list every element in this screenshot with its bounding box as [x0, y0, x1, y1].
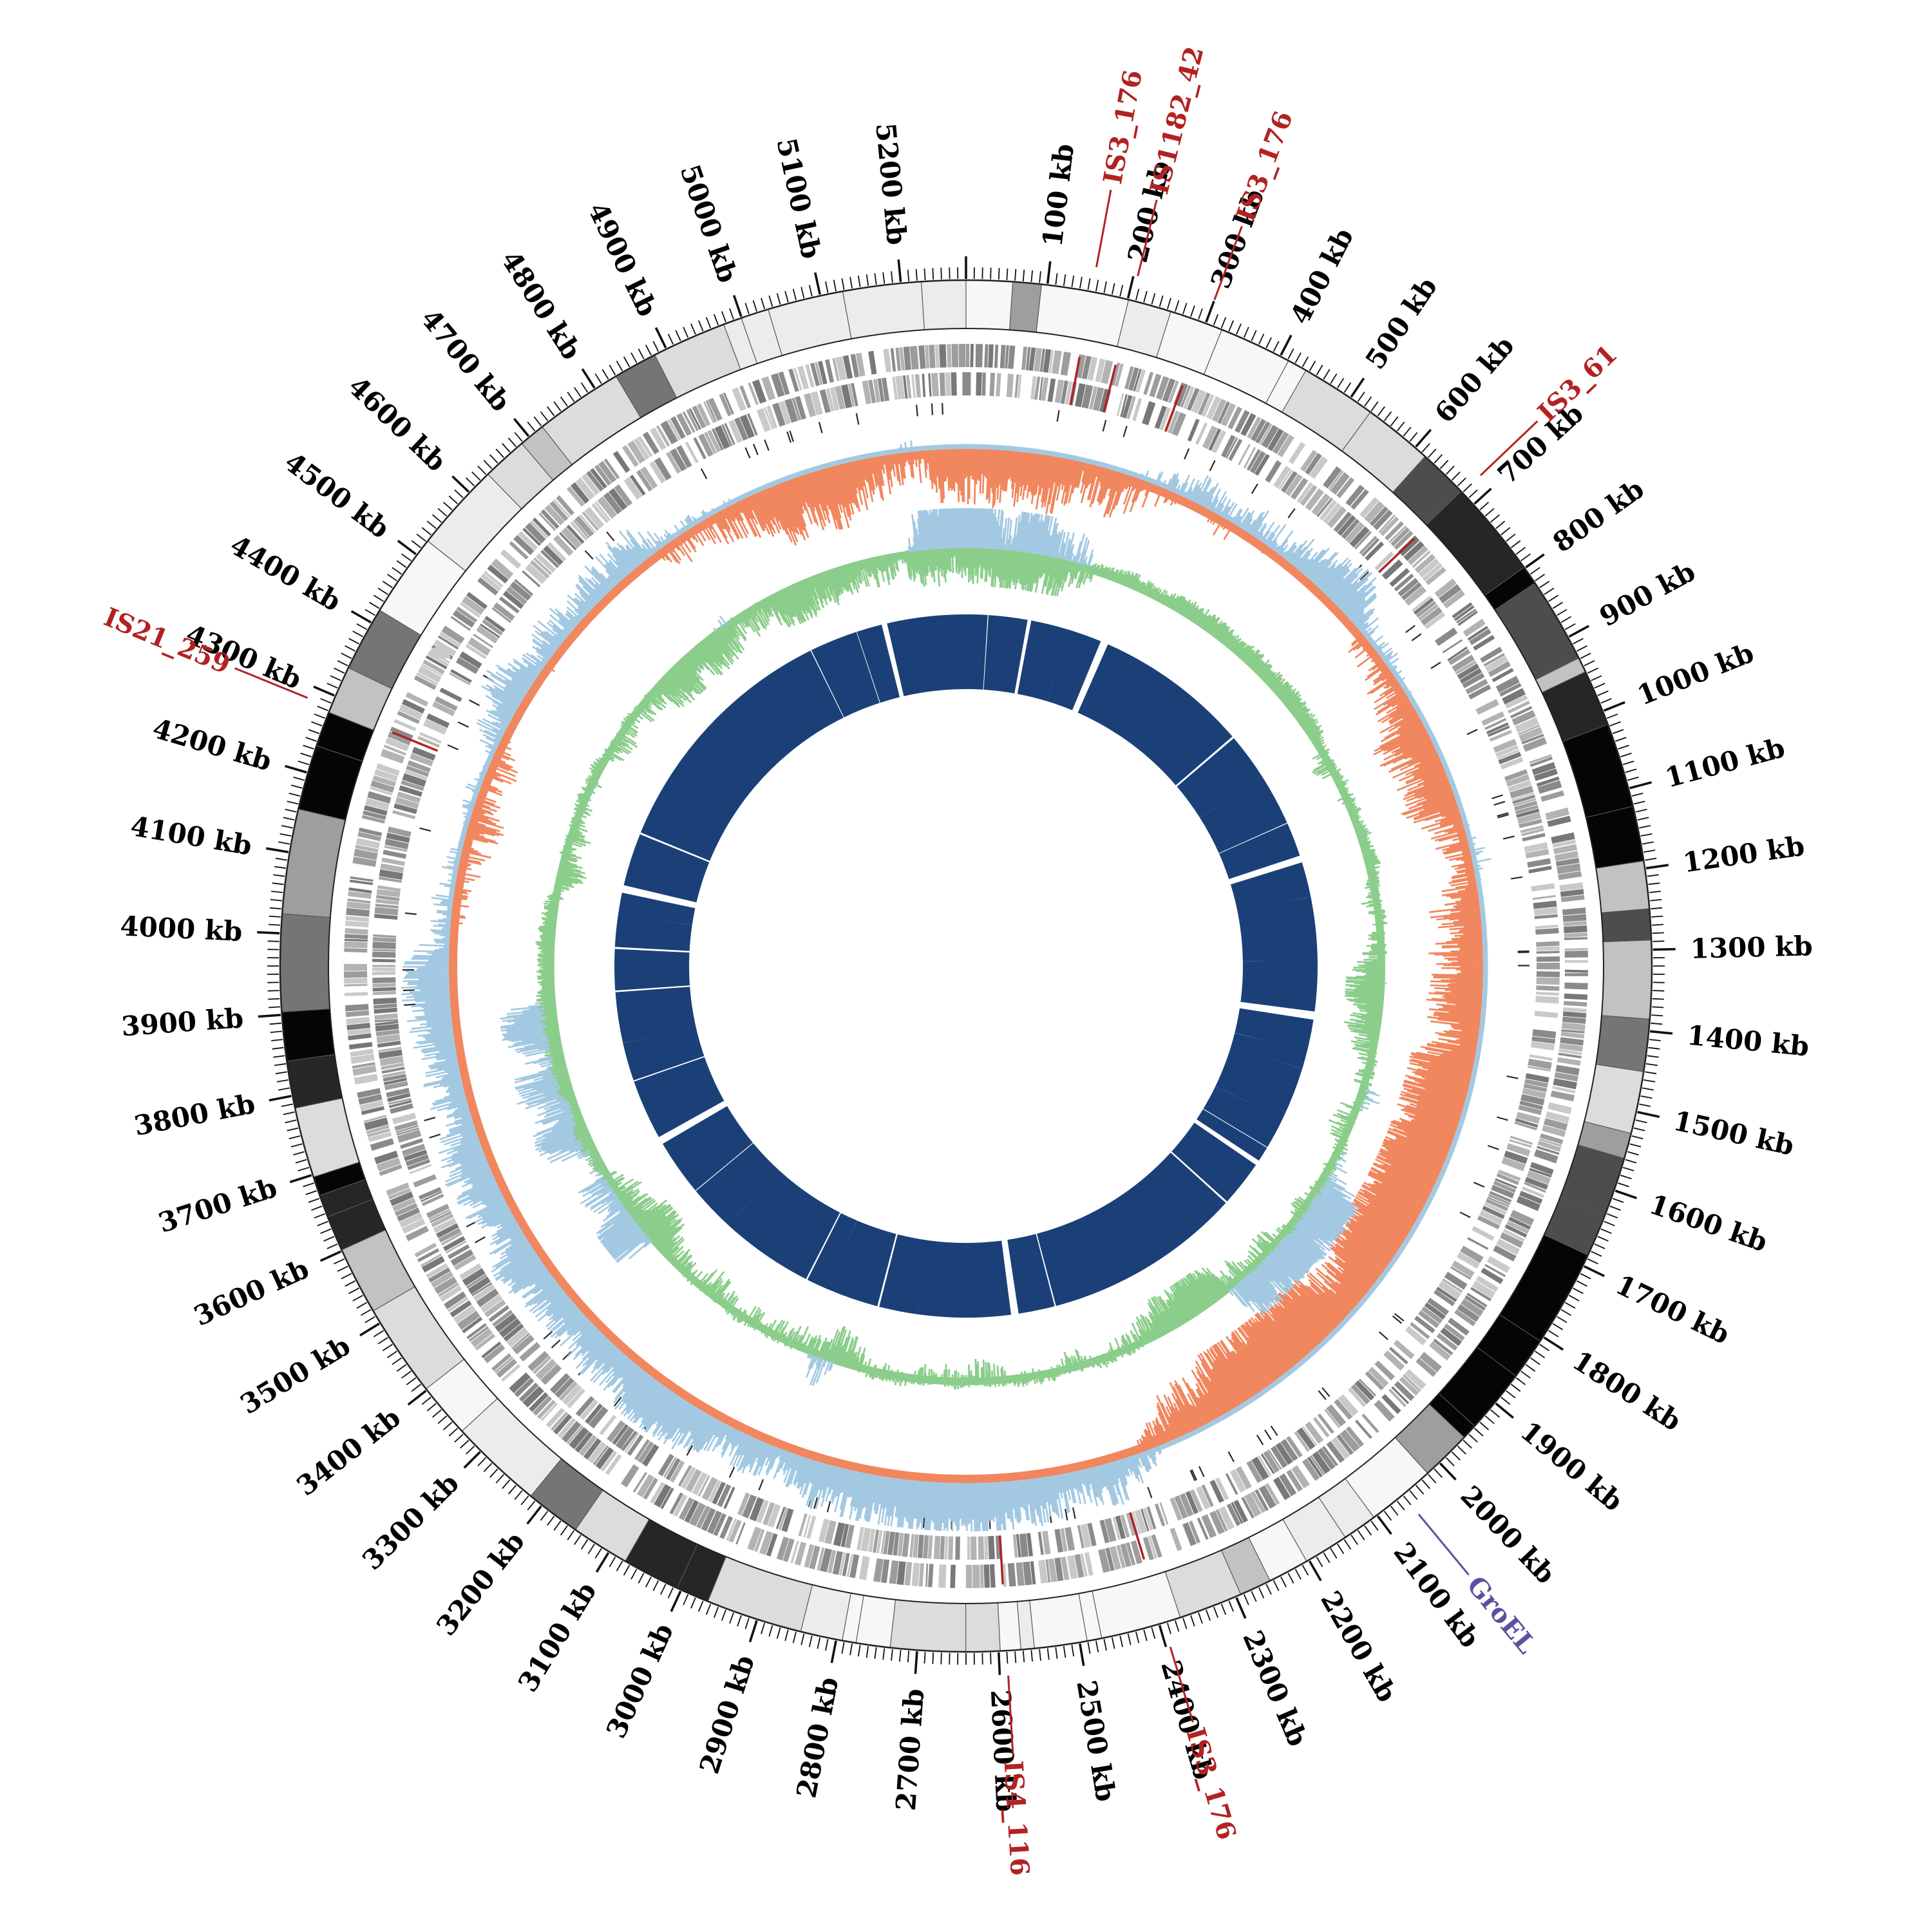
- tick-label: 1000 kb: [1633, 637, 1758, 712]
- tick-label: 3500 kb: [235, 1330, 356, 1421]
- tick-label: 4200 kb: [149, 712, 275, 777]
- tick-label: 4800 kb: [495, 245, 587, 365]
- tick-label: 1400 kb: [1686, 1019, 1811, 1063]
- tick-label: 100 kb: [1036, 142, 1080, 248]
- annotation-leader: [1137, 199, 1158, 277]
- tick-label: 3200 kb: [430, 1526, 531, 1642]
- tick-label: 1500 kb: [1671, 1104, 1797, 1161]
- tick-label: 3100 kb: [512, 1577, 603, 1698]
- annotation-marker: [1103, 365, 1117, 413]
- annotation-marker: [1164, 385, 1184, 432]
- gc-content-track: [500, 507, 1388, 1390]
- tick-label: 600 kb: [1428, 330, 1520, 429]
- tick-label: 1300 kb: [1690, 930, 1813, 965]
- tick-label: 4400 kb: [225, 529, 346, 617]
- tick-label: 3900 kb: [120, 1002, 245, 1042]
- tick-label: 1600 kb: [1645, 1188, 1772, 1258]
- gc-skew-track: [401, 440, 1492, 1532]
- tick-label: 3300 kb: [356, 1467, 465, 1576]
- tick-label: 1700 kb: [1611, 1269, 1734, 1350]
- tick-label: 5100 kb: [770, 135, 827, 261]
- tick-label: 2900 kb: [694, 1651, 761, 1777]
- annotation-marker: [392, 731, 439, 752]
- annotation-leader: [1479, 420, 1539, 477]
- annotation-leader: [1095, 189, 1112, 267]
- tick-label: 1900 kb: [1515, 1416, 1629, 1518]
- tick-label: 3700 kb: [155, 1171, 281, 1238]
- core-genome-ring: [614, 614, 1318, 1318]
- annotation-label: IS3_176: [1230, 107, 1299, 225]
- tick-label: 1100 kb: [1662, 732, 1788, 794]
- tick-label: 3800 kb: [131, 1088, 258, 1142]
- tick-label: 4500 kb: [278, 446, 395, 545]
- tick-label: 3400 kb: [290, 1401, 406, 1502]
- tick-label: 4000 kb: [119, 910, 243, 947]
- tick-label: 2200 kb: [1314, 1586, 1403, 1707]
- tick-label: 800 kb: [1547, 473, 1649, 558]
- tick-label: 4900 kb: [582, 198, 663, 321]
- annotation-leader: [1417, 1513, 1470, 1576]
- contig-ring: [279, 279, 1653, 1653]
- annotation-label: IS1182_42: [1144, 43, 1209, 197]
- annotation-leader: [1169, 1646, 1194, 1723]
- tick-label: 3600 kb: [189, 1253, 314, 1332]
- tick-label: 5200 kb: [869, 122, 913, 247]
- tick-label: 900 kb: [1595, 556, 1701, 633]
- annotation-marker: [998, 1535, 1004, 1585]
- tick-label: 2500 kb: [1070, 1678, 1122, 1803]
- tick-label: 3000 kb: [600, 1618, 679, 1743]
- tick-label: 500 kb: [1359, 272, 1443, 375]
- tick-label: 400 kb: [1284, 223, 1359, 329]
- tick-label: 5000 kb: [674, 160, 743, 287]
- gene-tile-track: [343, 343, 1589, 1589]
- tick-label: 1200 kb: [1681, 830, 1806, 879]
- tick-label: 4600 kb: [342, 370, 452, 478]
- tick-label: 2700 kb: [890, 1687, 930, 1812]
- annotation-label: IS4_116: [998, 1759, 1036, 1876]
- annotation-label: GroEL: [1461, 1570, 1542, 1659]
- tick-label: 4700 kb: [415, 303, 517, 417]
- annotation-marker: [1378, 537, 1416, 573]
- tick-label: 2300 kb: [1236, 1626, 1314, 1751]
- tick-label: 4100 kb: [128, 810, 254, 862]
- annotation-leader: [1213, 225, 1243, 301]
- annotation-marker: [1129, 1512, 1146, 1560]
- annotation-label: IS3_176: [1180, 1724, 1242, 1843]
- annotation-marker: [1069, 356, 1081, 406]
- annotation-leader: [1007, 1675, 1014, 1754]
- tick-label: 1800 kb: [1567, 1345, 1687, 1437]
- tick-label: 2000 kb: [1454, 1479, 1562, 1589]
- tick-label: 2600 kb: [985, 1689, 1022, 1813]
- annotation-label: IS3_176: [1097, 68, 1148, 187]
- tick-label: 2800 kb: [790, 1674, 844, 1801]
- annotation-leader: [234, 667, 308, 699]
